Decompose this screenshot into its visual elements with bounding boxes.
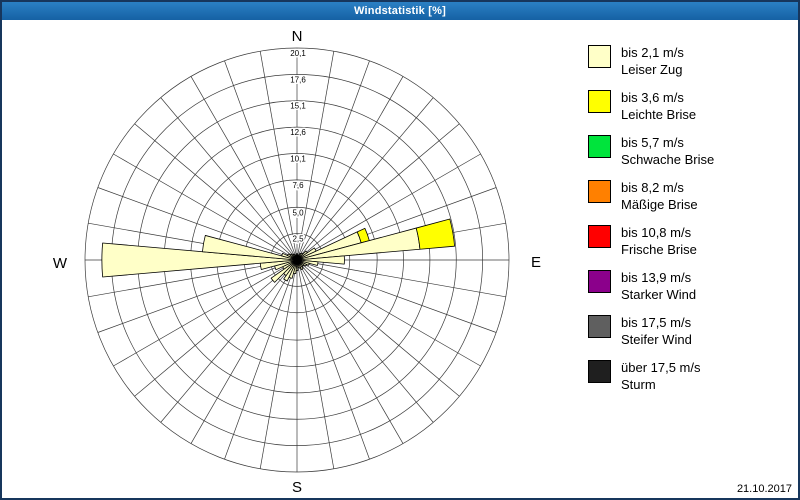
- legend-speed-label: bis 17,5 m/s: [621, 315, 692, 330]
- legend-class-label: Leiser Zug: [621, 62, 683, 77]
- grid-spoke: [160, 259, 298, 423]
- legend-color-swatch: [588, 180, 611, 203]
- legend-speed-label: über 17,5 m/s: [621, 360, 701, 375]
- legend-item: über 17,5 m/s Sturm: [588, 359, 794, 393]
- legend-item: bis 5,7 m/s Schwache Brise: [588, 134, 794, 168]
- legend-text: bis 2,1 m/s Leiser Zug: [621, 44, 684, 78]
- legend-class-label: Starker Wind: [621, 287, 697, 302]
- grid-spoke: [134, 259, 298, 397]
- grid-spoke: [296, 123, 460, 261]
- legend-color-swatch: [588, 90, 611, 113]
- legend-item: bis 17,5 m/s Steifer Wind: [588, 314, 794, 348]
- legend: bis 2,1 m/s Leiser Zug bis 3,6 m/s Leichte …: [588, 44, 794, 404]
- legend-speed-label: bis 2,1 m/s: [621, 45, 684, 60]
- grid-spoke: [296, 259, 434, 423]
- legend-text: bis 17,5 m/s Steifer Wind: [621, 314, 692, 348]
- legend-speed-label: bis 13,9 m/s: [621, 270, 692, 285]
- grid-spoke: [259, 259, 298, 469]
- legend-item: bis 13,9 m/s Starker Wind: [588, 269, 794, 303]
- windrose-petal: [101, 242, 298, 278]
- legend-class-label: Leichte Brise: [621, 107, 697, 122]
- ring-value-label: 7,6: [292, 181, 304, 190]
- grid-spoke: [296, 259, 370, 460]
- grid-spoke: [97, 259, 298, 333]
- legend-text: bis 13,9 m/s Starker Wind: [621, 269, 696, 303]
- grid-spoke: [296, 60, 370, 261]
- ring-value-label: 2,5: [292, 235, 304, 244]
- legend-speed-label: bis 8,2 m/s: [621, 180, 684, 195]
- grid-spoke: [113, 259, 298, 367]
- grid-spoke: [224, 259, 298, 460]
- grid-spoke: [296, 259, 404, 444]
- compass-east-label: E: [530, 254, 541, 271]
- windrose-chart: 2,5 5,0 7,6 10,1 12,6 15,1 17,6 20,1: [2, 20, 562, 498]
- legend-item: bis 10,8 m/s Frische Brise: [588, 224, 794, 258]
- grid-spoke: [190, 259, 298, 444]
- grid-spoke: [296, 51, 335, 261]
- grid-spoke: [296, 97, 434, 261]
- ring-value-label: 17,6: [290, 75, 306, 84]
- grid-spoke: [113, 153, 298, 261]
- legend-class-label: Mäßige Brise: [621, 197, 698, 212]
- ring-value-label: 5,0: [292, 208, 304, 217]
- legend-color-swatch: [588, 360, 611, 383]
- grid-spoke: [296, 259, 481, 367]
- window-title: Windstatistik [%]: [354, 5, 446, 17]
- grid-spoke: [224, 60, 298, 261]
- windrose-petal: [296, 255, 345, 265]
- legend-class-label: Sturm: [621, 377, 656, 392]
- grid-spoke: [296, 259, 460, 397]
- compass-west-label: W: [52, 255, 68, 272]
- legend-color-swatch: [588, 315, 611, 338]
- legend-color-swatch: [588, 135, 611, 158]
- windrose-petal: [202, 235, 298, 261]
- grid-spoke: [296, 259, 497, 333]
- legend-speed-label: bis 5,7 m/s: [621, 135, 684, 150]
- legend-item: bis 2,1 m/s Leiser Zug: [588, 44, 794, 78]
- ring-value-label: 12,6: [290, 128, 306, 137]
- legend-text: bis 3,6 m/s Leichte Brise: [621, 89, 696, 123]
- legend-speed-label: bis 3,6 m/s: [621, 90, 684, 105]
- windrose-petal: [295, 254, 298, 261]
- legend-class-label: Steifer Wind: [621, 332, 692, 347]
- ring-value-label: 10,1: [290, 154, 306, 163]
- windrose-petal: [415, 218, 456, 250]
- grid-spoke: [296, 259, 506, 298]
- windrose-petal: [270, 259, 298, 283]
- legend-text: bis 10,8 m/s Frische Brise: [621, 224, 697, 258]
- grid-spoke: [296, 259, 335, 469]
- legend-text: bis 8,2 m/s Mäßige Brise: [621, 179, 698, 213]
- grid-spoke: [296, 153, 481, 261]
- legend-text: über 17,5 m/s Sturm: [621, 359, 701, 393]
- grid-spoke: [296, 76, 404, 261]
- date-label: 21.10.2017: [736, 483, 792, 495]
- compass-south-label: S: [291, 479, 302, 496]
- grid-spoke: [160, 97, 298, 261]
- compass-north-label: N: [291, 28, 303, 45]
- legend-item: bis 8,2 m/s Mäßige Brise: [588, 179, 794, 213]
- ring-value-label: 20,1: [290, 49, 306, 58]
- legend-color-swatch: [588, 45, 611, 68]
- grid-spoke: [97, 187, 298, 261]
- legend-class-label: Frische Brise: [621, 242, 697, 257]
- legend-class-label: Schwache Brise: [621, 152, 715, 167]
- legend-speed-label: bis 10,8 m/s: [621, 225, 692, 240]
- legend-color-swatch: [588, 225, 611, 248]
- title-bar: Windstatistik [%]: [2, 2, 798, 20]
- legend-color-swatch: [588, 270, 611, 293]
- legend-text: bis 5,7 m/s Schwache Brise: [621, 134, 714, 168]
- ring-value-label: 15,1: [290, 102, 306, 111]
- windrose-svg: 2,5 5,0 7,6 10,1 12,6 15,1 17,6 20,1: [84, 48, 510, 473]
- grid-spoke: [134, 123, 298, 261]
- grid-spoke: [259, 51, 298, 261]
- legend-item: bis 3,6 m/s Leichte Brise: [588, 89, 794, 123]
- grid-spoke: [190, 76, 298, 261]
